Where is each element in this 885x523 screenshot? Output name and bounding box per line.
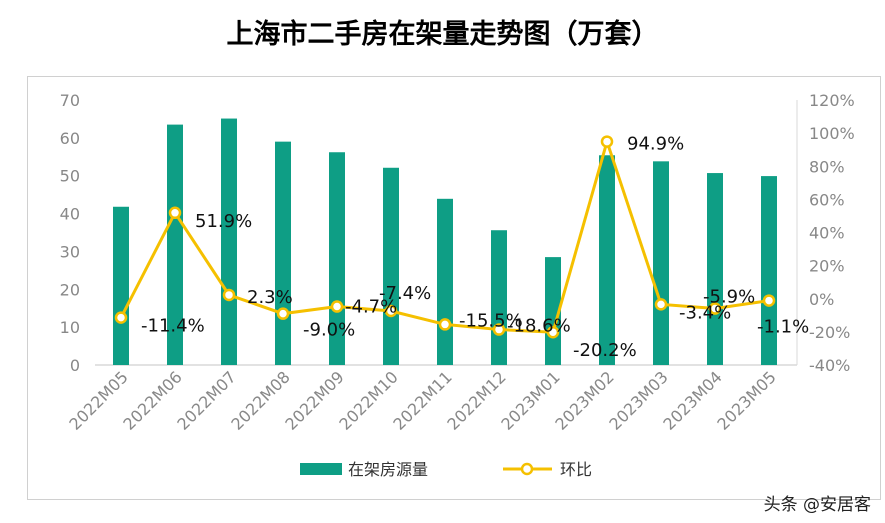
y-right-tick-label: 0% [809, 290, 834, 309]
data-label: 51.9% [195, 211, 252, 232]
y-right-tick-label: 60% [809, 190, 845, 209]
line-point [222, 288, 236, 302]
line-point [762, 294, 776, 307]
data-label: -4.7% [345, 297, 397, 318]
y-right-tick-label: -40% [809, 356, 850, 375]
bar [221, 118, 237, 365]
bar [329, 152, 345, 365]
bar [491, 230, 507, 365]
bar [167, 124, 183, 365]
watermark: 头条 @安居客 [763, 495, 871, 515]
legend-line-marker [520, 462, 534, 476]
line-point [546, 325, 560, 339]
legend-bar-label: 在架房源量 [348, 460, 428, 479]
line-point [438, 318, 452, 331]
line-point [168, 206, 182, 220]
bar [383, 167, 399, 365]
chart-frame [27, 76, 881, 500]
data-label: -7.4% [379, 283, 431, 304]
y-left-tick-label: 30 [60, 242, 80, 261]
chart-title: 上海市二手房在架量走势图（万套） [226, 19, 659, 50]
y-right-tick-label: 80% [809, 157, 845, 176]
y-left-tick-label: 20 [60, 280, 80, 299]
data-label: -5.9% [703, 287, 755, 308]
x-tick-label: 2023M05 [713, 367, 779, 433]
line-point [654, 298, 668, 311]
y-right-tick-label: 20% [809, 257, 845, 276]
y-right-tick-label: 120% [809, 91, 855, 110]
data-label: -15.5% [459, 310, 523, 331]
data-label: 2.3% [247, 287, 293, 308]
data-label: -3.4% [679, 302, 731, 323]
data-label: -20.2% [573, 340, 637, 361]
bar [275, 141, 291, 365]
y-right-tick-label: -20% [809, 323, 850, 342]
line-point [492, 323, 506, 336]
y-left-tick-label: 10 [60, 318, 80, 337]
data-label: -1.1% [757, 317, 809, 338]
line-point [330, 300, 344, 313]
y-left-tick-label: 60 [60, 129, 80, 148]
bar [437, 198, 453, 365]
bar [707, 173, 723, 365]
data-label: -18.6% [507, 316, 571, 337]
line-point [600, 135, 614, 148]
bar [599, 155, 615, 365]
line-point [384, 304, 398, 318]
legend-bar-swatch [300, 463, 342, 475]
data-label: -11.4% [141, 316, 205, 337]
data-label: -9.0% [303, 320, 355, 341]
y-left-tick-label: 70 [60, 91, 80, 110]
line-point [276, 307, 290, 320]
bar [545, 257, 561, 365]
data-label: 94.9% [627, 134, 684, 155]
y-left-tick-label: 40 [60, 205, 80, 224]
line-point [114, 311, 128, 324]
line-point [708, 302, 722, 315]
y-left-tick-label: 0 [70, 356, 80, 375]
y-right-tick-label: 40% [809, 224, 845, 243]
bar [653, 161, 669, 365]
y-right-tick-label: 100% [809, 124, 855, 143]
legend-line-label: 环比 [560, 460, 592, 479]
bar [113, 206, 129, 365]
bar [761, 176, 777, 365]
y-left-tick-label: 50 [60, 167, 80, 186]
